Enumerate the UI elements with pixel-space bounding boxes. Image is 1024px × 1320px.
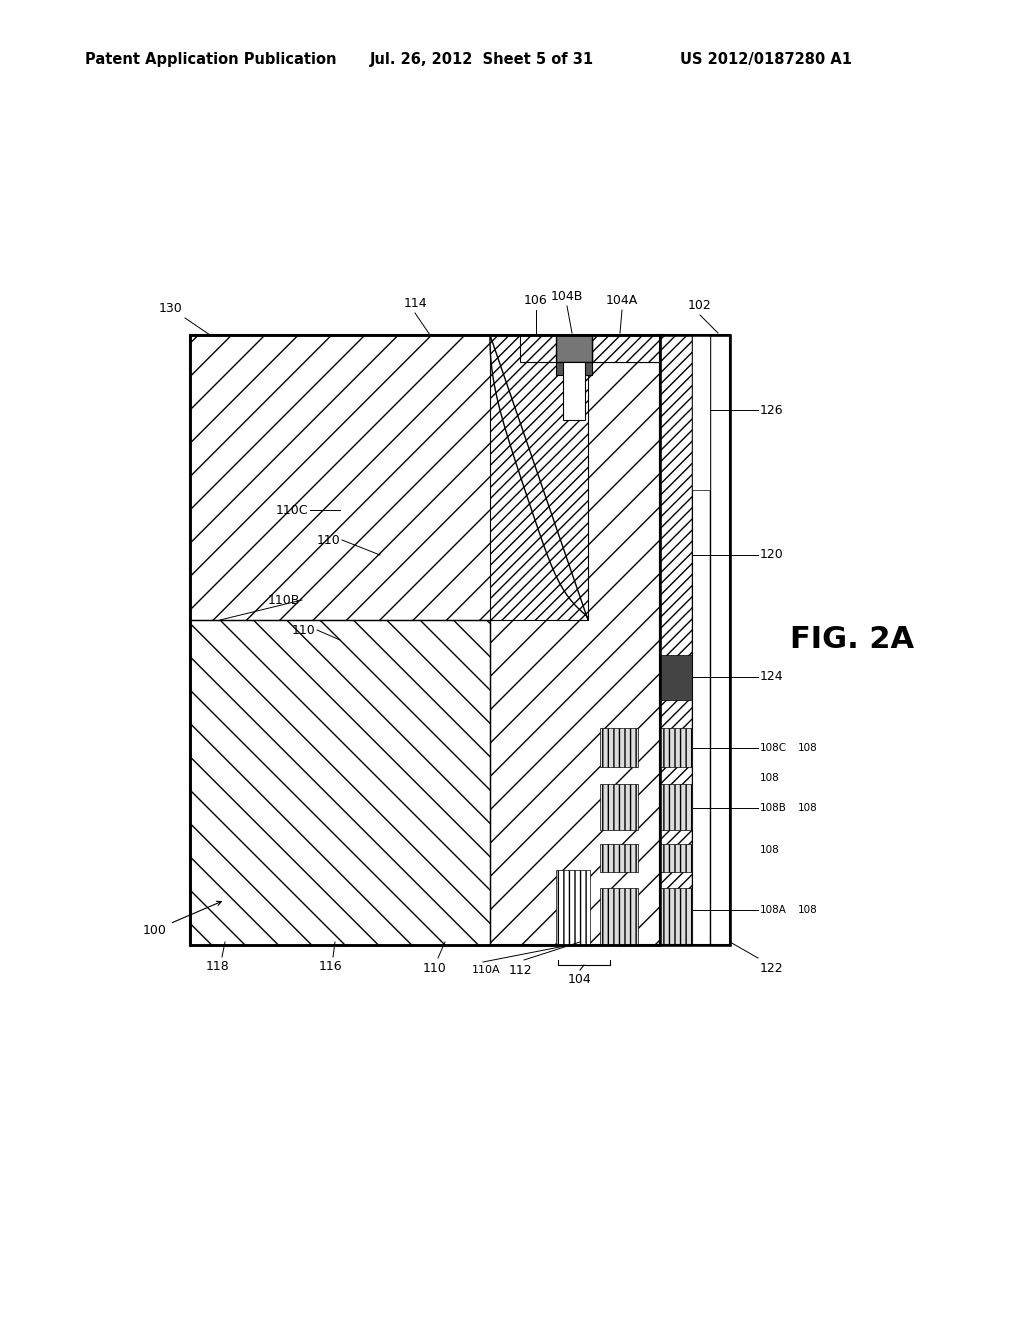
Bar bbox=[190, 335, 730, 945]
Text: 118: 118 bbox=[206, 960, 229, 973]
Bar bbox=[600, 888, 638, 945]
Bar bbox=[563, 362, 585, 420]
Bar bbox=[660, 888, 692, 945]
Text: Jul. 26, 2012  Sheet 5 of 31: Jul. 26, 2012 Sheet 5 of 31 bbox=[370, 51, 594, 67]
Text: 114: 114 bbox=[403, 297, 427, 310]
Bar bbox=[556, 335, 592, 375]
Bar bbox=[692, 335, 710, 945]
Text: Patent Application Publication: Patent Application Publication bbox=[85, 51, 337, 67]
Bar bbox=[692, 335, 710, 490]
Text: 112: 112 bbox=[508, 964, 531, 977]
Bar bbox=[556, 870, 590, 945]
Text: 104B: 104B bbox=[551, 290, 584, 304]
Text: 130: 130 bbox=[159, 302, 182, 315]
Text: 108A: 108A bbox=[760, 906, 786, 915]
Text: 108B: 108B bbox=[760, 803, 786, 813]
Bar bbox=[592, 335, 660, 362]
Bar bbox=[190, 335, 660, 945]
Text: 110C: 110C bbox=[275, 503, 308, 516]
Bar bbox=[520, 335, 558, 362]
Text: 110: 110 bbox=[423, 962, 446, 975]
Text: 108: 108 bbox=[798, 906, 818, 915]
Text: 122: 122 bbox=[760, 962, 783, 975]
Text: 110A: 110A bbox=[472, 965, 501, 975]
Text: 126: 126 bbox=[760, 404, 783, 417]
Text: 104A: 104A bbox=[606, 294, 638, 308]
Bar bbox=[190, 620, 490, 945]
Bar bbox=[660, 655, 692, 700]
Bar bbox=[490, 335, 588, 620]
Text: 108C: 108C bbox=[760, 743, 787, 752]
Bar bbox=[600, 843, 638, 873]
Text: 110: 110 bbox=[291, 623, 315, 636]
Bar bbox=[190, 620, 490, 945]
Text: 106: 106 bbox=[524, 294, 548, 308]
Text: FIG. 2A: FIG. 2A bbox=[790, 626, 914, 655]
Polygon shape bbox=[489, 335, 589, 620]
Text: 124: 124 bbox=[760, 671, 783, 684]
Bar bbox=[190, 335, 660, 945]
Bar bbox=[556, 335, 592, 362]
Text: 116: 116 bbox=[318, 960, 342, 973]
Bar bbox=[660, 784, 692, 830]
Text: 108: 108 bbox=[798, 803, 818, 813]
Bar bbox=[660, 335, 730, 945]
Text: 108: 108 bbox=[760, 845, 779, 855]
Text: 110: 110 bbox=[316, 533, 340, 546]
Text: 108: 108 bbox=[760, 774, 779, 783]
Text: 102: 102 bbox=[688, 300, 712, 312]
Text: 104: 104 bbox=[568, 973, 592, 986]
Bar bbox=[592, 335, 660, 362]
Bar bbox=[600, 784, 638, 830]
Bar bbox=[710, 335, 730, 945]
Text: 110B: 110B bbox=[267, 594, 300, 606]
Bar bbox=[660, 843, 692, 873]
Text: 100: 100 bbox=[143, 902, 221, 936]
Bar bbox=[660, 335, 692, 945]
Text: US 2012/0187280 A1: US 2012/0187280 A1 bbox=[680, 51, 852, 67]
Bar bbox=[600, 729, 638, 767]
Text: 108: 108 bbox=[798, 743, 818, 752]
Bar bbox=[660, 729, 692, 767]
Text: 120: 120 bbox=[760, 549, 783, 561]
